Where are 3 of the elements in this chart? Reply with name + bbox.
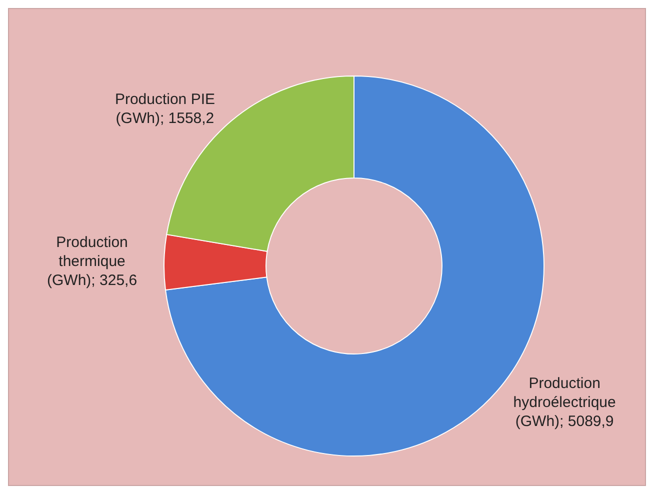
slice-label: Production hydroélectrique (GWh); 5089,9: [512, 374, 617, 431]
slice-label: Production thermique (GWh); 325,6: [46, 233, 138, 290]
slice-label: Production PIE (GWh); 1558,2: [114, 90, 216, 128]
